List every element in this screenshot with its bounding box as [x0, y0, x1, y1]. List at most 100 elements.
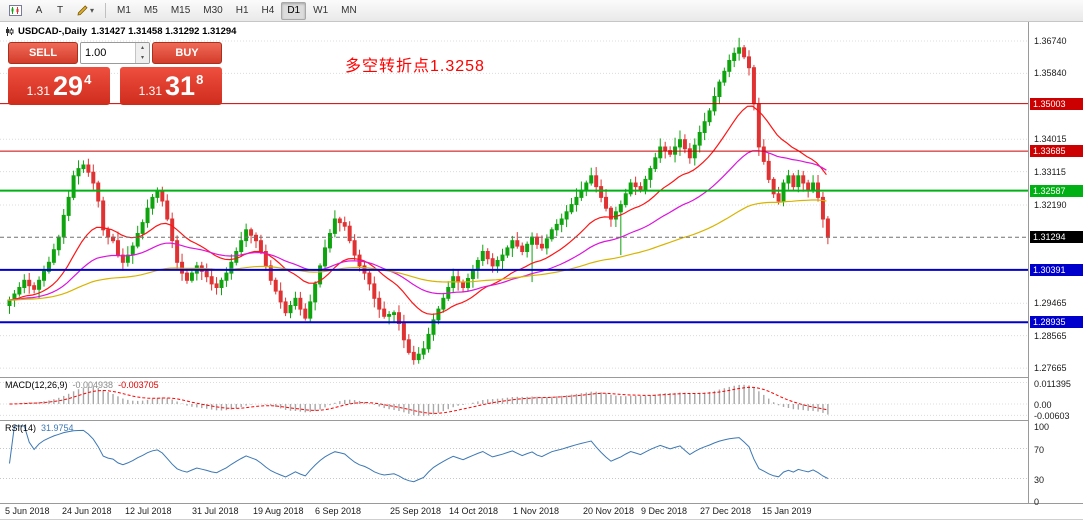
timeframe-button-m5[interactable]: M5 [138, 2, 164, 20]
rsi-axis-label: 30 [1034, 474, 1045, 485]
timeframe-button-m1[interactable]: M1 [111, 2, 137, 20]
price-tick-label: 1.29465 [1034, 298, 1067, 309]
lot-spinner: ▴ ▾ [135, 43, 149, 63]
pencil-icon [77, 5, 88, 16]
chart-icon [6, 27, 14, 36]
buy-price-integer: 1.31 [138, 84, 163, 98]
price-tick-label: 1.35840 [1034, 68, 1067, 79]
bottom-border [0, 519, 1083, 520]
date-label: 14 Oct 2018 [449, 506, 499, 516]
candlesticks[interactable] [7, 37, 830, 365]
toolbar: A T ▾ M1 M5 M15 M30 H1 H4 D1 W1 MN [0, 0, 1083, 22]
macd-value-signal: -0.003705 [118, 380, 159, 390]
sell-price-display[interactable]: 1.31 29 4 [8, 67, 110, 105]
date-label: 25 Sep 2018 [390, 506, 442, 516]
timeframe-button-m15[interactable]: M15 [165, 2, 196, 20]
sell-price-point: 4 [84, 71, 92, 87]
buy-price-display[interactable]: 1.31 31 8 [120, 67, 222, 105]
price-tag: 1.30391 [1030, 263, 1083, 276]
date-label: 20 Nov 2018 [583, 506, 635, 516]
price-tag: 1.33685 [1030, 145, 1083, 158]
macd-value-main: -0.004938 [72, 380, 114, 390]
price-tick-label: 1.34015 [1034, 134, 1067, 145]
timeframe-button-h4[interactable]: H4 [256, 2, 281, 20]
horizontal-level-lines[interactable] [0, 103, 1028, 324]
buy-price-pips: 31 [165, 70, 196, 101]
timeframe-button-mn[interactable]: MN [335, 2, 363, 20]
date-label: 27 Dec 2018 [700, 506, 752, 516]
panel-separator [0, 503, 1083, 504]
date-label: 9 Dec 2018 [641, 506, 688, 516]
timeframe-button-h1[interactable]: H1 [230, 2, 255, 20]
chart-window-icon[interactable] [3, 2, 28, 20]
price-tag: 1.28935 [1030, 316, 1083, 329]
timeframe-button-d1[interactable]: D1 [281, 1, 307, 20]
price-tag: 1.31294 [1030, 231, 1083, 244]
date-label: 15 Jan 2019 [762, 506, 812, 516]
price-tick-label: 1.33115 [1034, 166, 1066, 177]
rsi-axis-label: 100 [1034, 422, 1050, 432]
main-price-chart[interactable] [0, 22, 1028, 377]
annotation-text: 多空转折点1.3258 [345, 58, 485, 75]
lot-decrease-button[interactable]: ▾ [136, 53, 149, 63]
lot-size-field: ▴ ▾ [80, 42, 150, 64]
date-label: 19 Aug 2018 [253, 506, 304, 516]
rsi-indicator-label: RSI(14) 31.9754 [5, 423, 74, 433]
price-tick-label: 1.36740 [1034, 36, 1067, 46]
macd-axis-label: 0.00 [1034, 400, 1052, 410]
date-label: 12 Jul 2018 [125, 506, 172, 516]
macd-name: MACD(12,26,9) [5, 380, 68, 390]
grid-layer [0, 40, 1028, 369]
panel-separator [0, 377, 1083, 378]
macd-grid [0, 382, 1028, 416]
panel-separator [0, 420, 1083, 421]
chart-title: USDCAD-,Daily 1.31427 1.31458 1.31292 1.… [5, 26, 236, 37]
chevron-down-icon: ▾ [90, 6, 95, 15]
price-tag: 1.32587 [1030, 184, 1083, 197]
chart-window-icon-glyph [9, 5, 22, 16]
price-tag: 1.35003 [1030, 97, 1083, 110]
macd-panel[interactable] [0, 378, 1028, 420]
one-click-trading-panel: SELL ▴ ▾ BUY 1.31 29 4 1.31 [8, 42, 222, 105]
macd-axis-label: 0.011395 [1034, 378, 1071, 389]
price-tick-label: 1.27665 [1034, 363, 1067, 374]
draw-tools-button[interactable]: ▾ [71, 2, 100, 20]
chart-area: USDCAD-,Daily 1.31427 1.31458 1.31292 1.… [0, 22, 1083, 528]
timeframe-button-w1[interactable]: W1 [307, 2, 334, 20]
rsi-name: RSI(14) [5, 423, 37, 433]
rsi-panel[interactable] [0, 421, 1028, 503]
buy-button[interactable]: BUY [152, 42, 222, 64]
date-label: 5 Jun 2018 [5, 506, 50, 516]
timeframe-button-m30[interactable]: M30 [197, 2, 228, 20]
sell-button[interactable]: SELL [8, 42, 78, 64]
macd-histogram [13, 384, 829, 417]
lot-increase-button[interactable]: ▴ [136, 43, 149, 53]
insert-text-button[interactable]: A [29, 2, 49, 20]
rsi-value: 31.9754 [41, 423, 74, 433]
toolbar-separator [105, 3, 107, 18]
symbol-period: USDCAD-,Daily [18, 26, 88, 37]
date-axis[interactable]: 5 Jun 2018 24 Jun 2018 12 Jul 2018 31 Jul 2… [0, 505, 1028, 519]
date-label: 1 Nov 2018 [513, 506, 560, 516]
sell-price-integer: 1.31 [26, 84, 51, 98]
price-axis[interactable]: 1.36740 1.35840 1.34015 1.33115 1.32190 1.294… [1028, 22, 1083, 507]
price-tick-label: 1.32190 [1034, 199, 1067, 210]
ma-slow-line [7, 199, 827, 301]
macd-indicator-label: MACD(12,26,9) -0.004938 -0.003705 [5, 380, 159, 390]
date-label: 31 Jul 2018 [192, 506, 239, 516]
rsi-line [9, 425, 829, 483]
ma-mid-line [7, 150, 827, 301]
ma-fast-line [7, 105, 827, 315]
date-label: 6 Sep 2018 [315, 506, 362, 516]
buy-price-point: 8 [196, 71, 204, 87]
sell-price-pips: 29 [53, 70, 84, 101]
macd-axis-label: -0.00603 [1034, 411, 1070, 422]
date-label: 24 Jun 2018 [62, 506, 112, 516]
lot-input[interactable] [81, 43, 135, 63]
rsi-axis-label: 0 [1034, 497, 1040, 507]
text-label-button[interactable]: T [50, 2, 70, 20]
rsi-axis-label: 70 [1034, 444, 1045, 455]
price-tick-label: 1.28565 [1034, 330, 1067, 341]
ohlc-values: 1.31427 1.31458 1.31292 1.31294 [91, 26, 237, 37]
